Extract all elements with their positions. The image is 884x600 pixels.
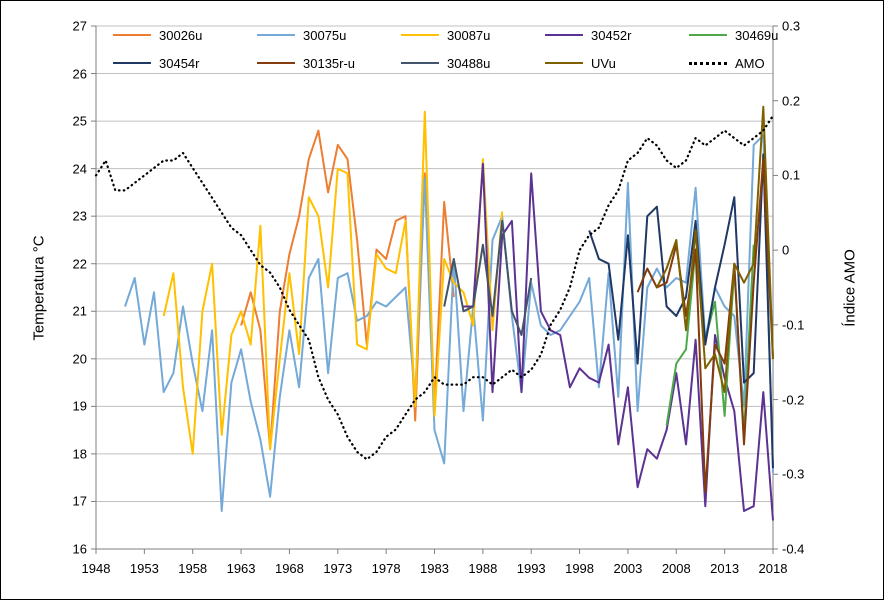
left-axis-tick-label: 20 bbox=[72, 351, 87, 367]
legend-swatch-30488u bbox=[401, 62, 439, 64]
x-axis-tick-label: 2003 bbox=[613, 561, 643, 576]
right-axis-tick-label: -0.4 bbox=[782, 541, 805, 557]
x-axis-tick-label: 1988 bbox=[468, 561, 498, 576]
x-axis-tick-label: 1948 bbox=[81, 561, 111, 576]
legend-item-30135r-u: 30135r-u bbox=[257, 55, 401, 71]
legend-label-30135r-u: 30135r-u bbox=[303, 55, 356, 71]
legend-label-30026u: 30026u bbox=[159, 27, 203, 43]
left-axis-tick-label: 26 bbox=[72, 66, 87, 82]
legend-label-30452r: 30452r bbox=[591, 27, 632, 43]
right-axis-tick-label: -0.2 bbox=[782, 392, 805, 408]
left-axis-tick-label: 17 bbox=[72, 493, 87, 509]
series-AMO bbox=[94, 114, 775, 461]
x-axis-tick-label: 1953 bbox=[129, 561, 159, 576]
legend-swatch-30454r bbox=[113, 62, 151, 64]
legend-item-30469u: 30469u bbox=[689, 27, 833, 43]
right-axis-tick-label: -0.3 bbox=[782, 466, 805, 482]
legend-swatch-30135r-u bbox=[257, 62, 295, 64]
left-axis-tick-label: 27 bbox=[72, 18, 87, 34]
legend-label-UVu: UVu bbox=[591, 55, 616, 71]
legend-item-30452r: 30452r bbox=[545, 27, 689, 43]
legend-item-30488u: 30488u bbox=[401, 55, 545, 71]
right-axis-tick-label: 0.1 bbox=[782, 167, 801, 183]
series-30087u bbox=[162, 110, 504, 455]
legend-swatch-30469u bbox=[689, 34, 727, 36]
left-axis-title: Temperatura °C bbox=[30, 234, 48, 341]
x-axis-tick-label: 1968 bbox=[274, 561, 304, 576]
x-axis-tick-label: 1963 bbox=[226, 561, 256, 576]
legend-item-30075u: 30075u bbox=[257, 27, 401, 43]
legend-label-30087u: 30087u bbox=[447, 27, 491, 43]
x-axis-tick-label: 1993 bbox=[516, 561, 546, 576]
right-axis-tick-label: -0.1 bbox=[782, 317, 805, 333]
legend-label-30469u: 30469u bbox=[735, 27, 779, 43]
legend-swatch-30452r bbox=[545, 34, 583, 36]
legend-item-AMO: AMO bbox=[689, 55, 833, 71]
legend-item-UVu: UVu bbox=[545, 55, 689, 71]
right-axis-tick-label: 0.3 bbox=[782, 18, 801, 34]
series-UVu bbox=[656, 105, 774, 394]
series-30075u bbox=[124, 134, 774, 512]
right-axis-tick-label: 0.2 bbox=[782, 93, 801, 109]
series-30454r bbox=[588, 153, 774, 469]
x-axis-tick-label: 2013 bbox=[710, 561, 740, 576]
legend-item-30454r: 30454r bbox=[113, 55, 257, 71]
legend-swatch-UVu bbox=[545, 62, 583, 64]
series-30135r-u bbox=[636, 158, 774, 493]
x-axis-tick-label: 1998 bbox=[565, 561, 595, 576]
x-axis-tick-label: 1973 bbox=[323, 561, 353, 576]
left-axis-tick-label: 18 bbox=[72, 446, 87, 462]
legend-swatch-30087u bbox=[401, 34, 439, 36]
legend-label-AMO: AMO bbox=[735, 55, 765, 71]
right-axis-title: Índice AMO bbox=[841, 248, 859, 327]
legend-label-30454r: 30454r bbox=[159, 55, 200, 71]
x-axis-tick-label: 1978 bbox=[371, 561, 401, 576]
series-30488u bbox=[443, 219, 533, 336]
left-axis-tick-label: 16 bbox=[72, 541, 87, 557]
legend-item-30087u: 30087u bbox=[401, 27, 545, 43]
legend-swatch-30026u bbox=[113, 34, 151, 36]
x-axis-tick-label: 2008 bbox=[661, 561, 691, 576]
left-axis-tick-label: 23 bbox=[72, 208, 87, 224]
x-axis-tick-label: 1958 bbox=[178, 561, 208, 576]
left-axis-tick-label: 22 bbox=[72, 256, 87, 272]
chart-legend: 30026u 30075u 30087u 30452r 30469u 30454r 3013… bbox=[113, 27, 833, 71]
legend-item-30026u: 30026u bbox=[113, 27, 257, 43]
left-axis-tick-label: 19 bbox=[72, 398, 87, 414]
legend-label-30075u: 30075u bbox=[303, 27, 347, 43]
left-axis-tick-label: 21 bbox=[72, 303, 87, 319]
legend-swatch-30075u bbox=[257, 34, 295, 36]
legend-swatch-AMO bbox=[689, 61, 727, 65]
right-axis-tick-label: 0 bbox=[782, 242, 790, 258]
left-axis-tick-label: 25 bbox=[72, 113, 87, 129]
x-axis-tick-label: 1983 bbox=[420, 561, 449, 576]
series-30452r bbox=[463, 162, 774, 521]
left-axis-tick-label: 24 bbox=[72, 161, 87, 177]
legend-label-30488u: 30488u bbox=[447, 55, 491, 71]
x-axis-tick-label: 2018 bbox=[758, 561, 788, 576]
